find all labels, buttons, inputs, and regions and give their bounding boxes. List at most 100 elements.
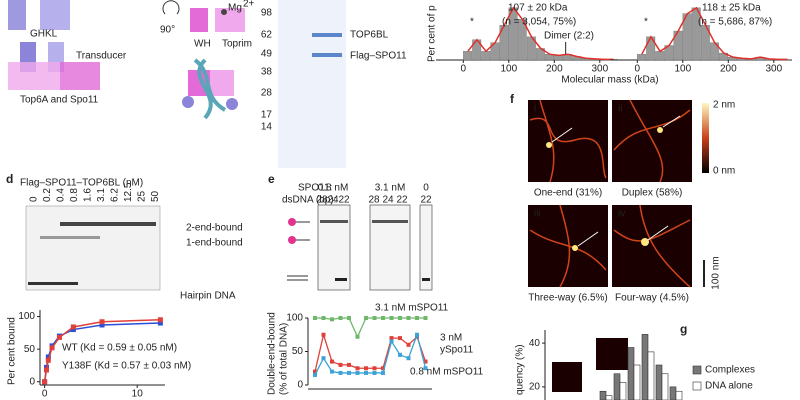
ladder-label: 62: [261, 30, 273, 41]
label: Top6A and Spo11: [20, 95, 99, 106]
lane-label: 1.6: [83, 188, 94, 202]
bar: [647, 351, 655, 400]
label: 2+: [243, 0, 255, 10]
point: [381, 366, 385, 371]
bar: [605, 395, 613, 400]
fit-curve: [467, 6, 614, 61]
afm-image: [612, 205, 692, 287]
marker: *: [470, 17, 474, 28]
series-label: ySpo11: [440, 345, 474, 356]
series-label: 0.8 nM mSPO11: [410, 367, 484, 378]
point: [313, 372, 317, 377]
lane-label: 22: [420, 195, 432, 206]
tile-number: iv: [618, 209, 625, 220]
point: [406, 342, 411, 347]
arrow: [662, 115, 681, 128]
point: [330, 369, 334, 374]
x-tick-label: 300: [591, 64, 608, 75]
ladder-label: 98: [261, 8, 273, 19]
point: [42, 379, 48, 385]
x-tick-label: 100: [500, 64, 517, 75]
x-tick-label: 200: [720, 64, 737, 75]
lane-label: 0.4: [56, 188, 67, 202]
point: [347, 362, 351, 367]
band-label: Flag–SPO11: [350, 51, 407, 62]
protein-shape: [182, 96, 194, 108]
x-tick-label: 0: [635, 64, 641, 75]
legend-swatch: [692, 381, 702, 391]
bar: [633, 364, 641, 400]
y-tick-label: 0: [297, 380, 303, 391]
y-tick-label: 50: [24, 344, 36, 355]
point: [355, 370, 360, 375]
gel-label: 2-end-bound: [186, 223, 243, 234]
hist-bar: [481, 51, 491, 61]
toprim-shape: [215, 8, 245, 32]
gel-band: [60, 222, 156, 226]
ladder-label: 38: [261, 67, 273, 78]
bar: [619, 382, 627, 400]
point: [45, 354, 51, 360]
point: [321, 316, 326, 320]
point: [157, 317, 163, 323]
axis-label: quency (%): [515, 344, 526, 395]
lane-label: 12.5: [123, 182, 134, 202]
gel-label: 1-end-bound: [186, 238, 243, 249]
lane-label: 25: [137, 190, 148, 202]
y-tick-label: 20: [529, 382, 541, 393]
point: [364, 316, 368, 320]
gel-band: [312, 33, 342, 37]
point: [338, 370, 343, 375]
label: 90°: [160, 25, 175, 36]
bar: [675, 390, 683, 400]
point: [43, 367, 49, 373]
point: [355, 366, 360, 371]
top6a-shape: [8, 62, 60, 90]
annotation: 118 ± 25 kDa: [702, 3, 761, 14]
point: [313, 369, 317, 374]
label: GHKL: [30, 29, 58, 40]
x-tick-label: 0: [461, 64, 467, 75]
x-tick-label: 200: [546, 64, 563, 75]
mg-ion: [221, 9, 227, 15]
hist-bar: [691, 7, 701, 61]
lane-label: 0.8: [69, 188, 80, 202]
inset-image: [552, 362, 582, 392]
gel-band: [422, 278, 430, 281]
gel-band: [335, 278, 347, 281]
x-tick-label: 10: [132, 389, 144, 400]
hist-bar: [463, 51, 473, 61]
y-tick-label: 40: [529, 338, 541, 349]
dna-helix: [193, 58, 227, 120]
axis-label: Molecular mass (kDa): [561, 75, 658, 86]
gel-band: [40, 236, 100, 239]
complex-spot: [657, 127, 663, 133]
point: [364, 366, 368, 371]
hist-bar: [637, 54, 647, 61]
point: [389, 339, 394, 344]
point: [355, 334, 360, 339]
colorbar-label: 0 nm: [713, 166, 735, 177]
legend-entry: WT (Kd = 0.59 ± 0.05 nM): [62, 343, 177, 354]
caption: One-end (31%): [534, 188, 602, 199]
arrow: [647, 225, 669, 241]
ghkl-shape: [8, 0, 26, 30]
colorbar-label: 2 nm: [713, 100, 735, 111]
point: [49, 345, 55, 351]
point: [313, 316, 317, 320]
ghkl-shape: [40, 0, 70, 30]
bar: [669, 386, 677, 400]
annotation: (n = 5,686, 87%): [698, 17, 772, 28]
panel-letter: d: [6, 172, 13, 186]
spo11-shape: [60, 62, 100, 90]
legend-entry: Y138F (Kd = 0.57 ± 0.03 nM): [62, 361, 191, 372]
bar: [599, 390, 607, 400]
point: [372, 370, 377, 375]
bar: [641, 334, 649, 400]
gel-label: Hairpin DNA: [180, 291, 236, 302]
axis-label: Per cent of p: [427, 5, 438, 62]
arrow: [551, 127, 573, 143]
point: [70, 324, 76, 330]
ladder-label: 49: [261, 49, 273, 60]
legend-entry: Complexes: [705, 365, 755, 376]
